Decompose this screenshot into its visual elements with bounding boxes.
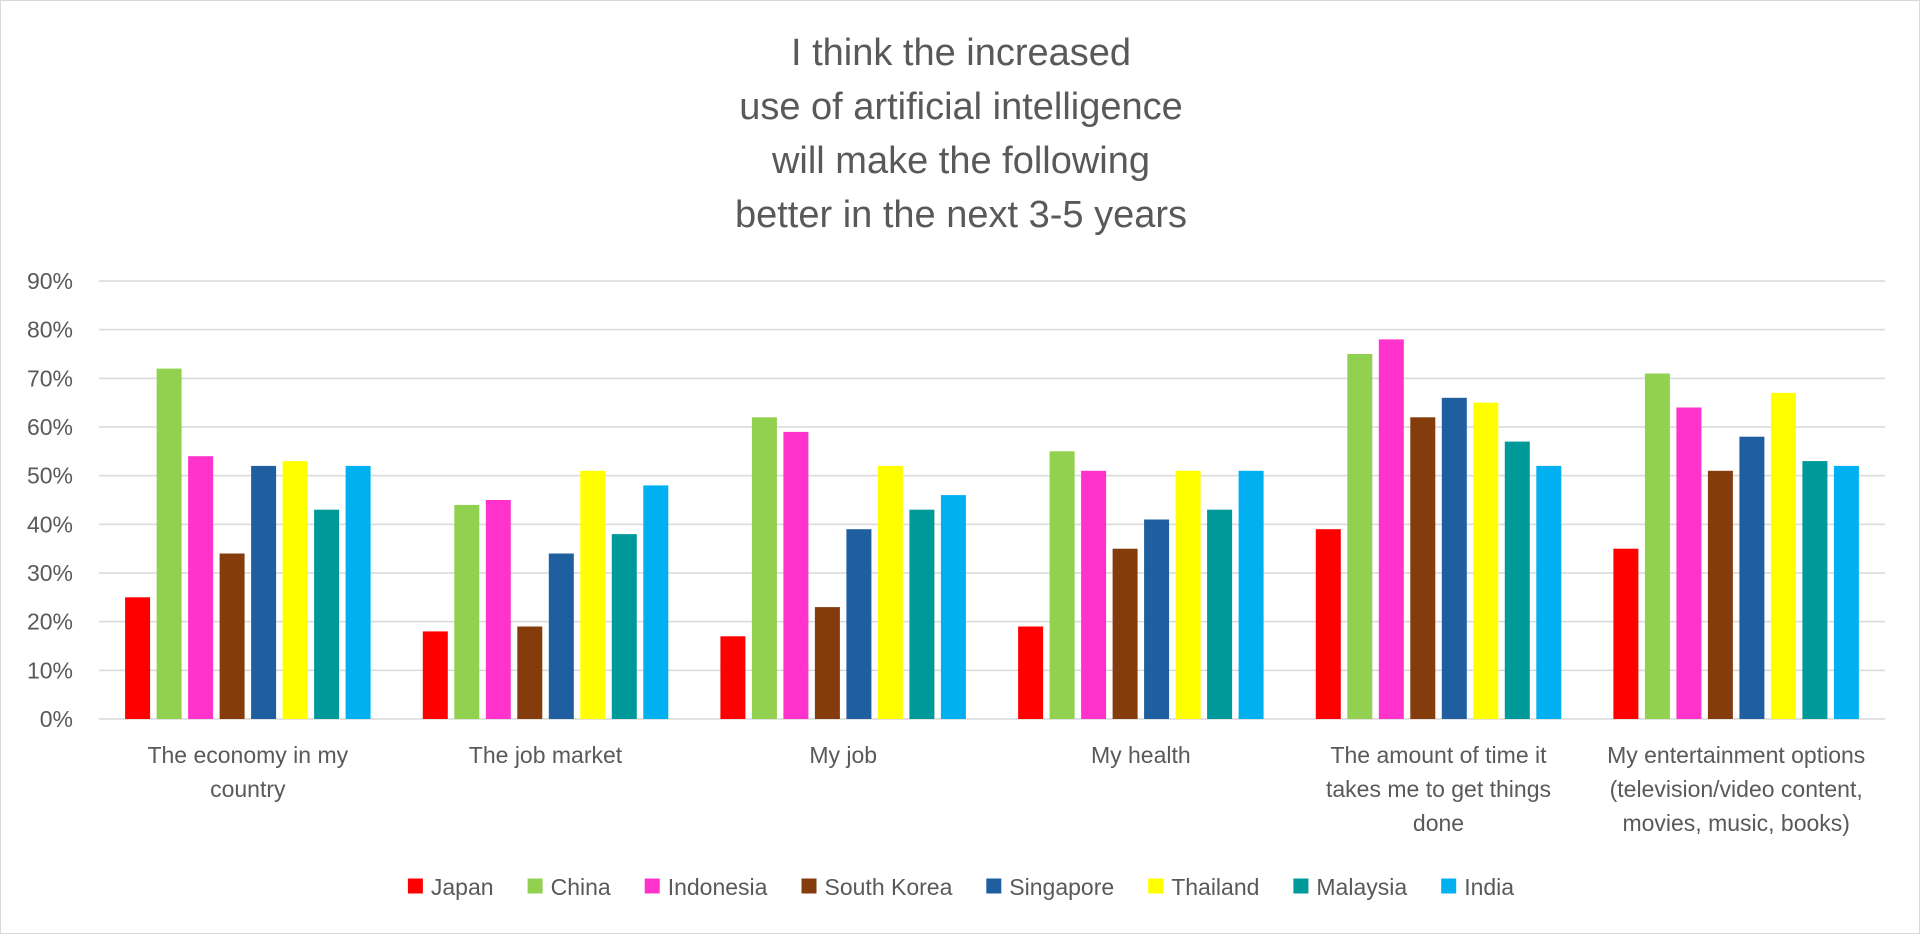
chart-title-line: I think the increased bbox=[791, 32, 1131, 74]
chart-title-line: better in the next 3-5 years bbox=[735, 194, 1187, 236]
bar-japan bbox=[720, 636, 746, 719]
bar-india bbox=[643, 485, 669, 719]
bar-india bbox=[1238, 470, 1264, 719]
y-tick-label: 70% bbox=[27, 365, 73, 391]
legend-label: India bbox=[1464, 874, 1514, 900]
legend-label: South Korea bbox=[825, 874, 953, 900]
legend-swatch bbox=[644, 878, 660, 894]
bar-singapore bbox=[1441, 397, 1467, 719]
legend: Japan China Indonesia South Korea Singapore T… bbox=[407, 874, 1514, 900]
category-label: My health bbox=[1091, 742, 1191, 768]
bar-singapore bbox=[548, 553, 574, 719]
bar-malaysia bbox=[909, 509, 935, 719]
bar-indonesia bbox=[783, 431, 809, 719]
bar-indonesia bbox=[485, 500, 511, 719]
legend-label: Thailand bbox=[1171, 874, 1259, 900]
x-axis-category-labels: The economy in my country The job market My… bbox=[147, 742, 1865, 836]
y-tick-label: 40% bbox=[27, 511, 73, 537]
legend-label: Malaysia bbox=[1316, 874, 1407, 900]
bar-south-korea bbox=[517, 626, 543, 719]
bar-thailand bbox=[1175, 470, 1201, 719]
legend-label: Indonesia bbox=[668, 874, 768, 900]
bar-china bbox=[156, 368, 182, 719]
bar-japan bbox=[1613, 548, 1639, 719]
bar-japan bbox=[422, 631, 448, 719]
bar-thailand bbox=[1770, 392, 1796, 719]
legend-swatch bbox=[801, 878, 817, 894]
chart-title-line: will make the following bbox=[771, 140, 1150, 182]
bars bbox=[125, 339, 1859, 719]
legend-label: Japan bbox=[431, 874, 494, 900]
bar-japan bbox=[1315, 529, 1341, 719]
legend-swatch bbox=[1441, 878, 1457, 894]
category-label: The amount of time it bbox=[1330, 742, 1547, 768]
category-label: My job bbox=[809, 742, 877, 768]
bar-japan bbox=[1018, 626, 1044, 719]
bar-south-korea bbox=[1410, 417, 1436, 719]
bar-indonesia bbox=[1676, 407, 1702, 719]
category-label: country bbox=[210, 776, 286, 802]
y-tick-label: 50% bbox=[27, 463, 73, 489]
legend-swatch bbox=[407, 878, 423, 894]
bar-india bbox=[1536, 465, 1562, 719]
legend-label: Singapore bbox=[1009, 874, 1114, 900]
bar-malaysia bbox=[1802, 461, 1828, 719]
bar-singapore bbox=[846, 529, 872, 719]
category-label: (television/video content, bbox=[1610, 776, 1863, 802]
chart-title-line: use of artificial intelligence bbox=[739, 86, 1183, 128]
y-tick-label: 20% bbox=[27, 609, 73, 635]
bar-india bbox=[940, 495, 966, 719]
y-axis-tick-labels: 0% 10% 20% 30% 40% 50% 60% 70% 80% 90% bbox=[27, 268, 73, 732]
bar-china bbox=[454, 504, 480, 719]
y-tick-label: 90% bbox=[27, 268, 73, 294]
bar-indonesia bbox=[1081, 470, 1107, 719]
bar-india bbox=[345, 465, 371, 719]
category-label: takes me to get things bbox=[1326, 776, 1551, 802]
bar-indonesia bbox=[1378, 339, 1404, 719]
bar-thailand bbox=[1473, 402, 1499, 719]
legend-swatch bbox=[1148, 878, 1164, 894]
y-tick-label: 10% bbox=[27, 657, 73, 683]
category-label: The economy in my bbox=[147, 742, 348, 768]
bar-south-korea bbox=[814, 607, 840, 719]
bar-thailand bbox=[877, 465, 903, 719]
bar-malaysia bbox=[314, 509, 340, 719]
bar-malaysia bbox=[1207, 509, 1233, 719]
legend-swatch bbox=[986, 878, 1002, 894]
bar-malaysia bbox=[611, 534, 637, 719]
bar-china bbox=[1347, 354, 1373, 719]
chart-title: I think the increased use of artificial i… bbox=[735, 32, 1187, 236]
bar-thailand bbox=[580, 470, 606, 719]
y-tick-label: 0% bbox=[40, 706, 73, 732]
bar-china bbox=[751, 417, 777, 719]
category-label: The job market bbox=[469, 742, 623, 768]
bar-thailand bbox=[282, 461, 308, 719]
bar-singapore bbox=[1144, 519, 1170, 719]
bar-south-korea bbox=[1112, 548, 1138, 719]
gridlines bbox=[99, 280, 1885, 720]
category-label: done bbox=[1413, 810, 1464, 836]
legend-swatch bbox=[527, 878, 543, 894]
bar-south-korea bbox=[219, 553, 245, 719]
bar-malaysia bbox=[1504, 441, 1530, 719]
bar-china bbox=[1644, 373, 1670, 719]
legend-swatch bbox=[1293, 878, 1309, 894]
category-label: My entertainment options bbox=[1607, 742, 1865, 768]
bar-south-korea bbox=[1707, 470, 1733, 719]
category-label: movies, music, books) bbox=[1622, 810, 1850, 836]
bar-japan bbox=[125, 597, 151, 719]
bar-singapore bbox=[1739, 436, 1765, 719]
y-tick-label: 80% bbox=[27, 317, 73, 343]
bar-india bbox=[1833, 465, 1859, 719]
bar-china bbox=[1049, 451, 1075, 719]
y-tick-label: 60% bbox=[27, 414, 73, 440]
bar-singapore bbox=[251, 465, 277, 719]
bar-indonesia bbox=[188, 456, 214, 719]
legend-label: China bbox=[551, 874, 611, 900]
y-tick-label: 30% bbox=[27, 560, 73, 586]
